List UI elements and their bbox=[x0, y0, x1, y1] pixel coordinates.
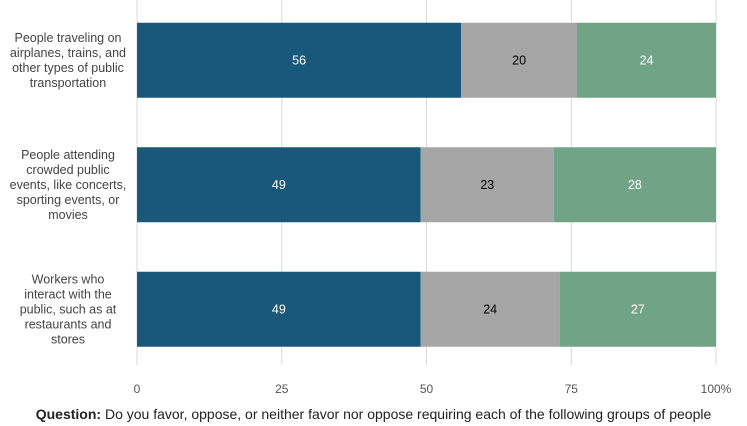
data-label: 24 bbox=[640, 53, 654, 67]
data-label: 27 bbox=[631, 302, 645, 316]
category-label: People attending crowded public events, li… bbox=[10, 148, 127, 222]
question-caption: Question: Do you favor, oppose, or neith… bbox=[0, 405, 747, 423]
stacked-bar-chart: 56 20 24 People traveling on airplanes, trai… bbox=[10, 0, 732, 396]
x-tick-label: 0 bbox=[134, 382, 141, 396]
bar-segment bbox=[559, 271, 716, 347]
x-tick-label: 100% bbox=[701, 382, 732, 396]
bar-segment bbox=[137, 271, 421, 347]
data-label: 56 bbox=[292, 53, 306, 67]
x-tick-label: 75 bbox=[565, 382, 579, 396]
question-text: Do you favor, oppose, or neither favor n… bbox=[104, 406, 712, 422]
bar-segment bbox=[420, 147, 554, 223]
bar-segment bbox=[461, 22, 578, 98]
data-label: 23 bbox=[480, 178, 494, 192]
data-label: 49 bbox=[272, 178, 286, 192]
bar-segment bbox=[420, 271, 560, 347]
bar-segment bbox=[553, 147, 716, 223]
category-label: People traveling on airplanes, trains, an… bbox=[10, 31, 126, 90]
bar-segment bbox=[137, 147, 421, 223]
category-label: Workers who interact with the public, such… bbox=[20, 272, 117, 346]
x-tick-label: 25 bbox=[275, 382, 289, 396]
bar-segment bbox=[577, 22, 716, 98]
data-label: 49 bbox=[272, 302, 286, 316]
data-label: 28 bbox=[628, 178, 642, 192]
x-tick-label: 50 bbox=[420, 382, 434, 396]
question-label: Question: bbox=[35, 406, 102, 422]
data-label: 20 bbox=[512, 53, 526, 67]
data-label: 24 bbox=[483, 302, 497, 316]
bar-segment bbox=[137, 22, 462, 98]
